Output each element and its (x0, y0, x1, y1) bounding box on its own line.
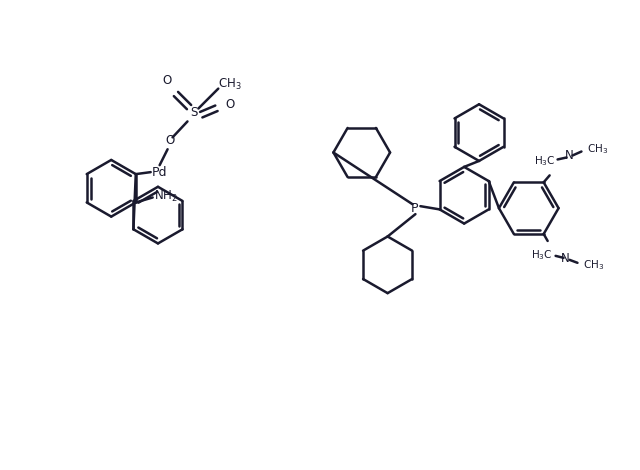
Text: H$_3$C: H$_3$C (531, 248, 552, 262)
Text: P: P (411, 202, 418, 215)
Text: O: O (165, 134, 174, 147)
Text: H$_3$C: H$_3$C (534, 155, 556, 168)
Text: O: O (162, 74, 172, 87)
Text: Pd: Pd (152, 165, 168, 179)
Text: S: S (191, 106, 198, 119)
Text: CH$_3$: CH$_3$ (584, 258, 605, 272)
Text: N: N (561, 252, 570, 266)
Text: O: O (225, 98, 235, 111)
Text: NH$_2$: NH$_2$ (154, 189, 177, 204)
Text: CH$_3$: CH$_3$ (218, 77, 242, 92)
Text: CH$_3$: CH$_3$ (588, 142, 609, 157)
Text: N: N (565, 149, 574, 162)
